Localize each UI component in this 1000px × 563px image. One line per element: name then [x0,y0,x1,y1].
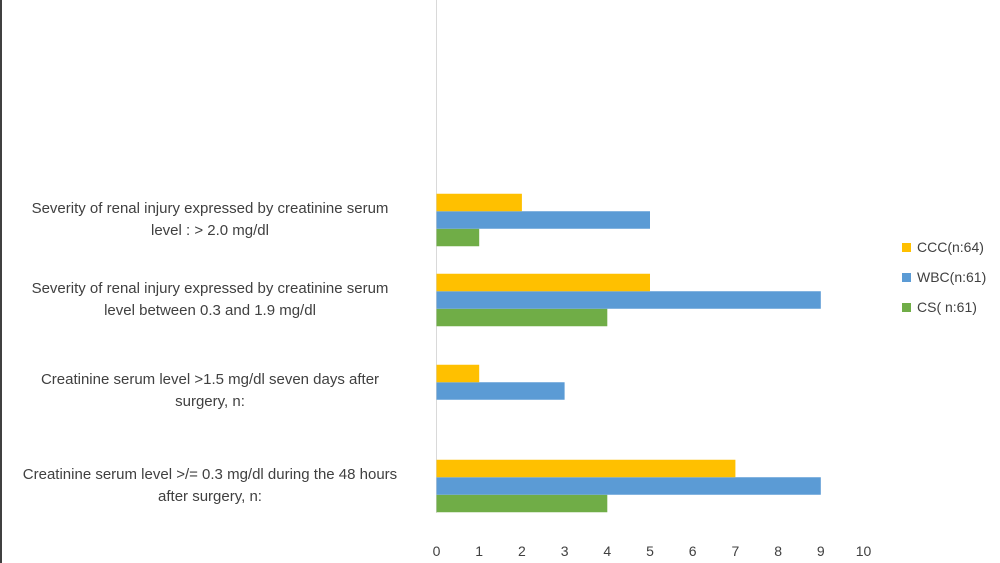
legend-label: CS( n:61) [917,299,977,315]
x-tick-label: 2 [518,543,526,559]
category-label-line: after surgery, n: [158,488,262,505]
category-label-line: level : > 2.0 mg/dl [151,222,269,239]
category-label: Severity of renal injury expressed by cr… [0,278,420,322]
bar-cs-n-61--3 [436,228,480,247]
category-label-line: Severity of renal injury expressed by cr… [31,200,389,217]
legend-item: CCC(n:64) [902,232,986,262]
x-tick-label: 4 [603,543,611,559]
legend-swatch [902,302,911,312]
category-label: Severity of renal injury expressed by cr… [0,198,420,242]
category-label-line: surgery, n: [175,393,245,410]
x-tick-label: 7 [732,543,740,559]
bar-wbc-n-61--1 [436,382,565,400]
x-tick-label: 0 [433,543,441,559]
bar-cs-n-61--0 [436,494,608,513]
category-label-line: Severity of renal injury expressed by cr… [31,280,389,297]
legend-item: WBC(n:61) [902,262,986,292]
category-label-line: level between 0.3 and 1.9 mg/dl [104,302,316,319]
legend-swatch [902,272,911,282]
bar-wbc-n-61--2 [436,291,821,309]
bar-ccc-n-64--0 [436,459,736,478]
legend-swatch [902,242,911,252]
x-tick-label: 6 [689,543,697,559]
bar-cs-n-61--2 [436,308,608,327]
legend: CCC(n:64) WBC(n:61) CS( n:61) [902,232,986,322]
x-tick-label: 1 [475,543,483,559]
bar-wbc-n-61--0 [436,477,821,495]
bar-ccc-n-64--1 [436,364,480,383]
x-tick-label: 5 [646,543,654,559]
x-tick-label: 9 [817,543,825,559]
category-label: Creatinine serum level >1.5 mg/dl seven … [0,369,420,413]
category-label-line: Creatinine serum level >/= 0.3 mg/dl dur… [22,466,398,483]
x-tick-label: 3 [561,543,569,559]
legend-label: WBC(n:61) [917,269,987,285]
bar-ccc-n-64--3 [436,193,522,212]
x-tick-label: 10 [856,543,872,559]
bar-wbc-n-61--3 [436,211,650,229]
category-label-line: Creatinine serum level >1.5 mg/dl seven … [40,371,380,388]
bar-ccc-n-64--2 [436,273,650,292]
x-tick-label: 8 [774,543,782,559]
left-border [0,0,2,563]
category-label: Creatinine serum level >/= 0.3 mg/dl dur… [0,464,420,508]
legend-label: CCC(n:64) [917,239,984,255]
legend-item: CS( n:61) [902,292,986,322]
